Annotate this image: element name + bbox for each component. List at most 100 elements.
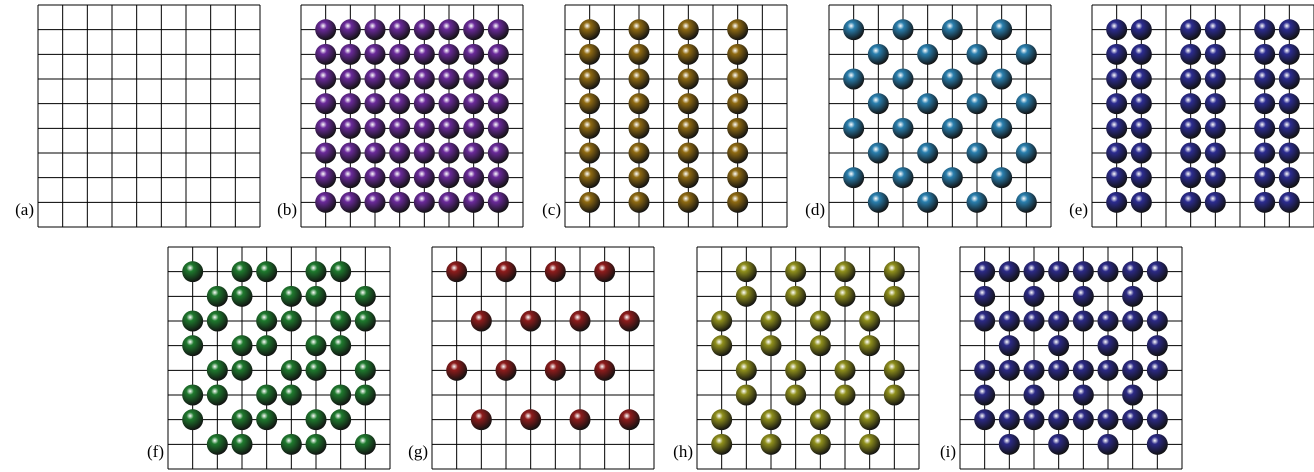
sphere: [991, 68, 1013, 90]
sphere: [231, 261, 253, 283]
sphere: [206, 310, 228, 332]
sphere: [677, 43, 699, 65]
sphere: [1204, 43, 1226, 65]
sphere: [413, 19, 435, 41]
sphere: [1204, 19, 1226, 41]
sphere: [843, 68, 865, 90]
sphere: [364, 142, 386, 164]
sphere: [628, 19, 650, 41]
sphere: [487, 93, 509, 115]
sphere: [579, 19, 601, 41]
sphere: [998, 359, 1020, 381]
sphere: [1097, 409, 1119, 431]
sphere: [579, 68, 601, 90]
sphere: [389, 142, 411, 164]
sphere: [182, 335, 204, 357]
sphere: [579, 191, 601, 213]
sphere: [760, 335, 782, 357]
sphere: [1278, 68, 1300, 90]
sphere: [354, 359, 376, 381]
sphere: [1180, 117, 1202, 139]
sphere: [354, 310, 376, 332]
sphere: [280, 359, 302, 381]
sphere: [677, 93, 699, 115]
sphere: [1072, 261, 1094, 283]
sphere: [1023, 409, 1045, 431]
sphere: [413, 191, 435, 213]
sphere: [339, 93, 361, 115]
sphere: [883, 384, 905, 406]
sphere: [859, 335, 881, 357]
sphere: [1097, 310, 1119, 332]
sphere: [883, 261, 905, 283]
panel: (i): [940, 246, 1183, 470]
sphere: [677, 68, 699, 90]
sphere: [618, 310, 640, 332]
sphere: [315, 167, 337, 189]
sphere: [305, 261, 327, 283]
sphere: [998, 335, 1020, 357]
sphere: [1122, 359, 1144, 381]
sphere: [1122, 261, 1144, 283]
sphere: [941, 167, 963, 189]
sphere: [354, 433, 376, 455]
sphere: [231, 359, 253, 381]
sphere: [1106, 68, 1128, 90]
sphere: [1015, 93, 1037, 115]
sphere: [339, 43, 361, 65]
sphere: [760, 409, 782, 431]
sphere: [834, 261, 856, 283]
sphere: [339, 19, 361, 41]
sphere: [280, 285, 302, 307]
sphere: [569, 409, 591, 431]
sphere: [974, 285, 996, 307]
sphere: [206, 359, 228, 381]
sphere: [892, 68, 914, 90]
sphere: [1130, 68, 1152, 90]
sphere: [834, 384, 856, 406]
sphere: [389, 93, 411, 115]
sphere: [735, 384, 757, 406]
sphere: [917, 142, 939, 164]
sphere: [785, 261, 807, 283]
sphere: [206, 384, 228, 406]
sphere: [389, 68, 411, 90]
sphere: [628, 117, 650, 139]
sphere: [354, 285, 376, 307]
sphere: [389, 19, 411, 41]
sphere: [495, 261, 517, 283]
sphere: [859, 310, 881, 332]
sphere: [463, 93, 485, 115]
sphere: [1204, 117, 1226, 139]
sphere: [1130, 43, 1152, 65]
sphere: [809, 433, 831, 455]
sphere: [256, 335, 278, 357]
sphere: [1072, 285, 1094, 307]
sphere: [677, 142, 699, 164]
sphere: [487, 142, 509, 164]
sphere: [628, 68, 650, 90]
sphere: [1097, 359, 1119, 381]
sphere: [463, 142, 485, 164]
sphere: [438, 142, 460, 164]
sphere: [413, 68, 435, 90]
panel-label: (b): [277, 200, 297, 219]
sphere: [1180, 43, 1202, 65]
sphere: [315, 93, 337, 115]
sphere: [1106, 43, 1128, 65]
sphere: [727, 117, 749, 139]
sphere: [579, 117, 601, 139]
sphere: [364, 117, 386, 139]
sphere: [1106, 19, 1128, 41]
sphere: [991, 167, 1013, 189]
sphere: [966, 93, 988, 115]
sphere: [1146, 409, 1168, 431]
panel: (c): [542, 4, 788, 228]
sphere: [1106, 167, 1128, 189]
sphere: [966, 191, 988, 213]
sphere: [305, 409, 327, 431]
sphere: [1254, 167, 1276, 189]
sphere: [1146, 261, 1168, 283]
sphere: [315, 142, 337, 164]
sphere: [1204, 167, 1226, 189]
